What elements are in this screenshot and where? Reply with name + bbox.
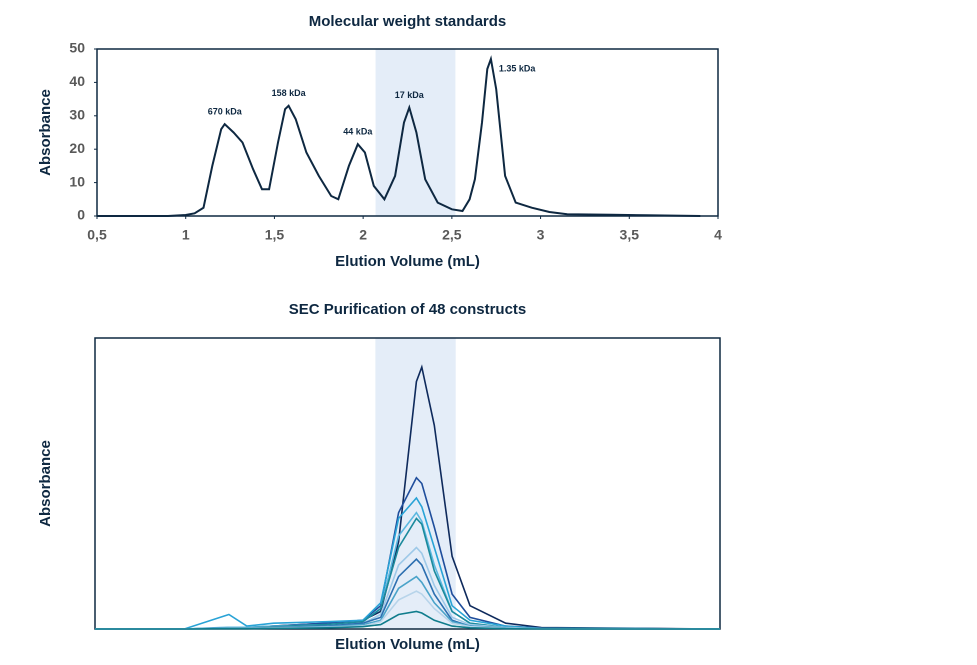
- x-tick-label: 2,5: [442, 227, 462, 243]
- x-tick-label: 2: [359, 227, 367, 243]
- y-tick-label: 40: [69, 73, 85, 89]
- y-tick-label: 20: [69, 140, 85, 156]
- chart-title: Molecular weight standards: [309, 13, 507, 30]
- x-axis-label: Elution Volume (mL): [335, 636, 480, 653]
- plot-frame: [96, 48, 719, 217]
- trace: [95, 610, 720, 630]
- y-tick-label: 10: [69, 173, 85, 189]
- x-axis-label: Elution Volume (mL): [335, 253, 480, 270]
- x-tick-label: 4: [714, 227, 722, 243]
- y-tick-label: 0: [77, 207, 85, 223]
- x-tick-label: 3: [537, 227, 545, 243]
- y-tick-label: 30: [69, 107, 85, 123]
- x-tick-label: 3,5: [620, 227, 640, 243]
- peak-annotation: 17 kDa: [395, 90, 425, 100]
- line: [97, 55, 701, 217]
- x-tick-label: 1,5: [265, 227, 285, 243]
- x-tick-label: 0,5: [87, 227, 107, 243]
- y-tick-label: 50: [69, 40, 85, 56]
- plot-frame: [94, 337, 721, 630]
- x-tick-label: 1: [182, 227, 190, 243]
- y-axis-label: Absorbance: [37, 440, 54, 527]
- peak-annotation: 670 kDa: [208, 107, 243, 117]
- trace: [95, 496, 721, 630]
- y-axis-label: Absorbance: [37, 89, 54, 176]
- peak-annotation: 44 kDa: [343, 127, 373, 137]
- chart-title: SEC Purification of 48 constructs: [289, 301, 527, 318]
- peak-annotation: 1.35 kDa: [499, 63, 537, 73]
- peak-annotation: 158 kDa: [272, 88, 307, 98]
